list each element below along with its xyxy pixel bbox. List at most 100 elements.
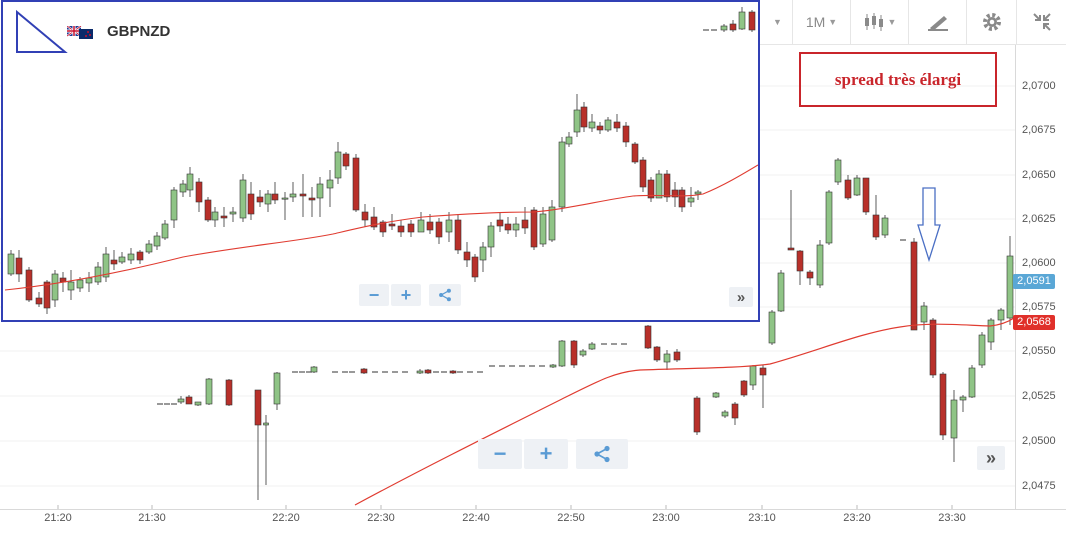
bear-candle (256, 196, 264, 203)
x-tick-label: 22:20 (272, 512, 300, 524)
bull-candle (694, 191, 702, 195)
x-tick-label: 23:30 (938, 512, 966, 524)
bull-candle (289, 193, 297, 198)
bear-candle (872, 214, 880, 238)
bear-candle (729, 23, 737, 31)
bull-candle (959, 396, 967, 401)
fullscreen-button[interactable] (1016, 0, 1066, 44)
bear-candle (361, 211, 369, 221)
bear-candle (463, 251, 471, 261)
bull-candle (186, 173, 194, 191)
bear-candle (254, 389, 262, 426)
bull-candle (145, 243, 153, 253)
bull-candle (548, 206, 556, 241)
inset-chart-panel: GBPNZD − + » (1, 0, 760, 322)
chevron-down-icon: ▼ (887, 17, 897, 27)
bear-candle (195, 181, 203, 203)
bull-candle (281, 197, 289, 200)
y-tick-label: 2,0575 (1022, 301, 1056, 313)
bull-candle (565, 136, 573, 145)
x-tick-label: 23:00 (652, 512, 680, 524)
bear-candle (653, 346, 661, 361)
share-button[interactable] (576, 439, 628, 469)
x-tick-label: 21:20 (44, 512, 72, 524)
bull-candle (229, 211, 237, 215)
bull-candle (161, 223, 169, 239)
bull-candle (825, 191, 833, 244)
inset-moving-average-line (4, 164, 758, 291)
bull-candle (687, 197, 695, 203)
bear-candle (639, 159, 647, 188)
bull-candle (604, 119, 612, 131)
inset-share-button[interactable] (429, 284, 461, 306)
y-tick-label: 2,0625 (1022, 213, 1056, 225)
drawing-tools-button[interactable] (908, 0, 966, 44)
settings-button[interactable] (966, 0, 1016, 44)
bull-candle (239, 179, 247, 219)
bear-candle (407, 223, 415, 233)
inset-zoom-in-button[interactable]: + (391, 284, 421, 306)
bull-candle (94, 266, 102, 283)
bull-candle (588, 121, 596, 129)
bear-candle (862, 177, 870, 213)
scroll-right-button[interactable]: » (977, 446, 1005, 470)
bull-candle (310, 366, 318, 373)
bull-candle (816, 244, 824, 286)
bear-candle (787, 247, 795, 251)
y-tick-label: 2,0500 (1022, 435, 1056, 447)
x-tick-label: 23:20 (843, 512, 871, 524)
bear-candle (426, 221, 434, 231)
bull-candle (738, 11, 746, 30)
inset-scroll-right-button[interactable]: » (729, 287, 753, 307)
bear-candle (910, 241, 918, 331)
zoom-out-button[interactable]: − (478, 439, 522, 469)
bull-candle (205, 378, 213, 405)
minus-icon: − (493, 441, 507, 466)
inset-price-chart[interactable] (3, 2, 758, 320)
bear-candle (352, 157, 360, 211)
bear-candle (647, 179, 655, 199)
bull-candle (177, 398, 185, 403)
bear-candle (759, 367, 767, 376)
bull-candle (720, 25, 728, 31)
bear-candle (454, 219, 462, 251)
bear-candle (360, 368, 368, 374)
bear-candle (796, 250, 804, 272)
y-tick-label: 2,0700 (1022, 80, 1056, 92)
timeframe-dropdown[interactable]: 1M ▼ (792, 0, 850, 44)
share-icon (439, 288, 451, 302)
bull-candle (153, 235, 161, 247)
zoom-in-button[interactable]: + (524, 439, 568, 469)
drawing-tools-icon (927, 16, 948, 31)
gear-icon (982, 13, 1001, 31)
bull-candle (777, 272, 785, 312)
bull-candle (7, 253, 15, 275)
bull-candle (987, 319, 995, 343)
bull-candle (416, 370, 424, 374)
bull-candle (558, 141, 566, 208)
bull-candle (445, 219, 453, 233)
bull-candle (950, 399, 958, 439)
chart-type-dropdown[interactable]: ▼ (850, 0, 908, 44)
bear-candle (939, 373, 947, 436)
main-zoom-controls: − + (478, 439, 628, 469)
bear-candle (247, 193, 255, 215)
bear-candle (622, 125, 630, 143)
bull-candle (968, 367, 976, 398)
bear-candle (379, 221, 387, 233)
bull-candle (334, 151, 342, 179)
timeframe-caret-left[interactable]: ▼ (773, 17, 782, 27)
bull-candle (326, 179, 334, 189)
bull-candle (721, 411, 729, 417)
bull-candle (978, 334, 986, 366)
bull-candle (588, 343, 596, 350)
inset-zoom-out-button[interactable]: − (359, 284, 389, 306)
current-price-badge: 2,0591 (1013, 274, 1055, 289)
bull-candle (76, 279, 84, 289)
x-tick-label: 21:30 (138, 512, 166, 524)
bear-candle (570, 340, 578, 366)
bear-candle (844, 179, 852, 199)
bear-candle (43, 281, 51, 309)
bear-candle (225, 379, 233, 406)
y-tick-label: 2,0525 (1022, 390, 1056, 402)
